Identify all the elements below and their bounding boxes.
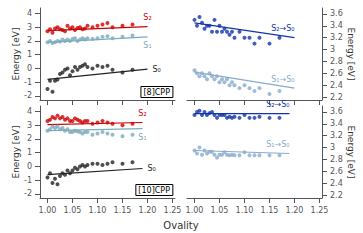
- svg-text:1.10: 1.10: [236, 206, 254, 215]
- svg-text:1.00: 1.00: [186, 206, 204, 215]
- svg-text:3.2: 3.2: [330, 33, 343, 42]
- svg-text:0: 0: [27, 64, 32, 73]
- svg-text:3.2: 3.2: [330, 131, 343, 140]
- svg-text:1.20: 1.20: [139, 206, 157, 215]
- svg-text:Energy [eV]: Energy [eV]: [346, 27, 356, 80]
- svg-text:4: 4: [27, 107, 32, 116]
- svg-text:0: 0: [27, 162, 32, 171]
- svg-text:3: 3: [330, 45, 335, 54]
- svg-text:3: 3: [27, 23, 32, 32]
- svg-text:-2: -2: [24, 189, 32, 198]
- svg-text:1.15: 1.15: [114, 206, 132, 215]
- svg-text:1: 1: [27, 50, 32, 59]
- svg-text:3: 3: [27, 121, 32, 130]
- svg-text:1.05: 1.05: [64, 206, 82, 215]
- svg-text:4: 4: [27, 9, 32, 18]
- svg-text:1.25: 1.25: [164, 206, 182, 215]
- svg-text:-1: -1: [24, 78, 32, 87]
- svg-text:Energy [eV]: Energy [eV]: [11, 27, 21, 80]
- svg-text:2.2: 2.2: [330, 191, 343, 200]
- svg-text:S₀: S₀: [153, 65, 161, 74]
- svg-text:S₂: S₂: [138, 109, 146, 118]
- svg-text:-1: -1: [24, 176, 32, 185]
- svg-text:2: 2: [27, 134, 32, 143]
- svg-text:2.6: 2.6: [330, 69, 343, 78]
- svg-text:2.2: 2.2: [330, 93, 343, 102]
- svg-text:1.25: 1.25: [311, 206, 329, 215]
- svg-text:2.6: 2.6: [330, 167, 343, 176]
- svg-text:3.4: 3.4: [330, 119, 343, 128]
- svg-text:1.15: 1.15: [261, 206, 279, 215]
- svg-text:[10]CPP: [10]CPP: [138, 186, 170, 195]
- svg-text:2: 2: [27, 36, 32, 45]
- svg-text:S₂→S₀: S₂→S₀: [266, 100, 289, 109]
- svg-text:1.20: 1.20: [286, 206, 304, 215]
- svg-text:S₁: S₁: [143, 41, 151, 50]
- svg-text:3.4: 3.4: [330, 21, 343, 30]
- svg-text:2.4: 2.4: [330, 179, 343, 188]
- svg-text:3: 3: [330, 143, 335, 152]
- svg-text:S₁→S₀: S₁→S₀: [271, 75, 294, 84]
- svg-text:S₂→S₀: S₂→S₀: [271, 24, 294, 33]
- svg-text:1.00: 1.00: [39, 206, 57, 215]
- svg-text:S₁: S₁: [138, 133, 146, 142]
- svg-text:1.10: 1.10: [89, 206, 107, 215]
- svg-text:[8]CPP: [8]CPP: [143, 88, 170, 97]
- svg-text:1: 1: [27, 148, 32, 157]
- svg-text:Energy [eV]: Energy [eV]: [11, 125, 21, 178]
- svg-text:Energy [eV]: Energy [eV]: [346, 125, 356, 178]
- svg-text:S₂: S₂: [143, 13, 151, 22]
- svg-text:3.6: 3.6: [330, 107, 343, 116]
- svg-text:3.6: 3.6: [330, 9, 343, 18]
- svg-text:S₁→S₀: S₁→S₀: [266, 140, 289, 149]
- svg-text:S₀: S₀: [148, 164, 156, 173]
- svg-text:1.05: 1.05: [211, 206, 229, 215]
- svg-text:2.8: 2.8: [330, 155, 343, 164]
- svg-text:2.8: 2.8: [330, 57, 343, 66]
- svg-text:-2: -2: [24, 91, 32, 100]
- svg-text:2.4: 2.4: [330, 81, 343, 90]
- svg-text:Ovality: Ovality: [163, 220, 198, 231]
